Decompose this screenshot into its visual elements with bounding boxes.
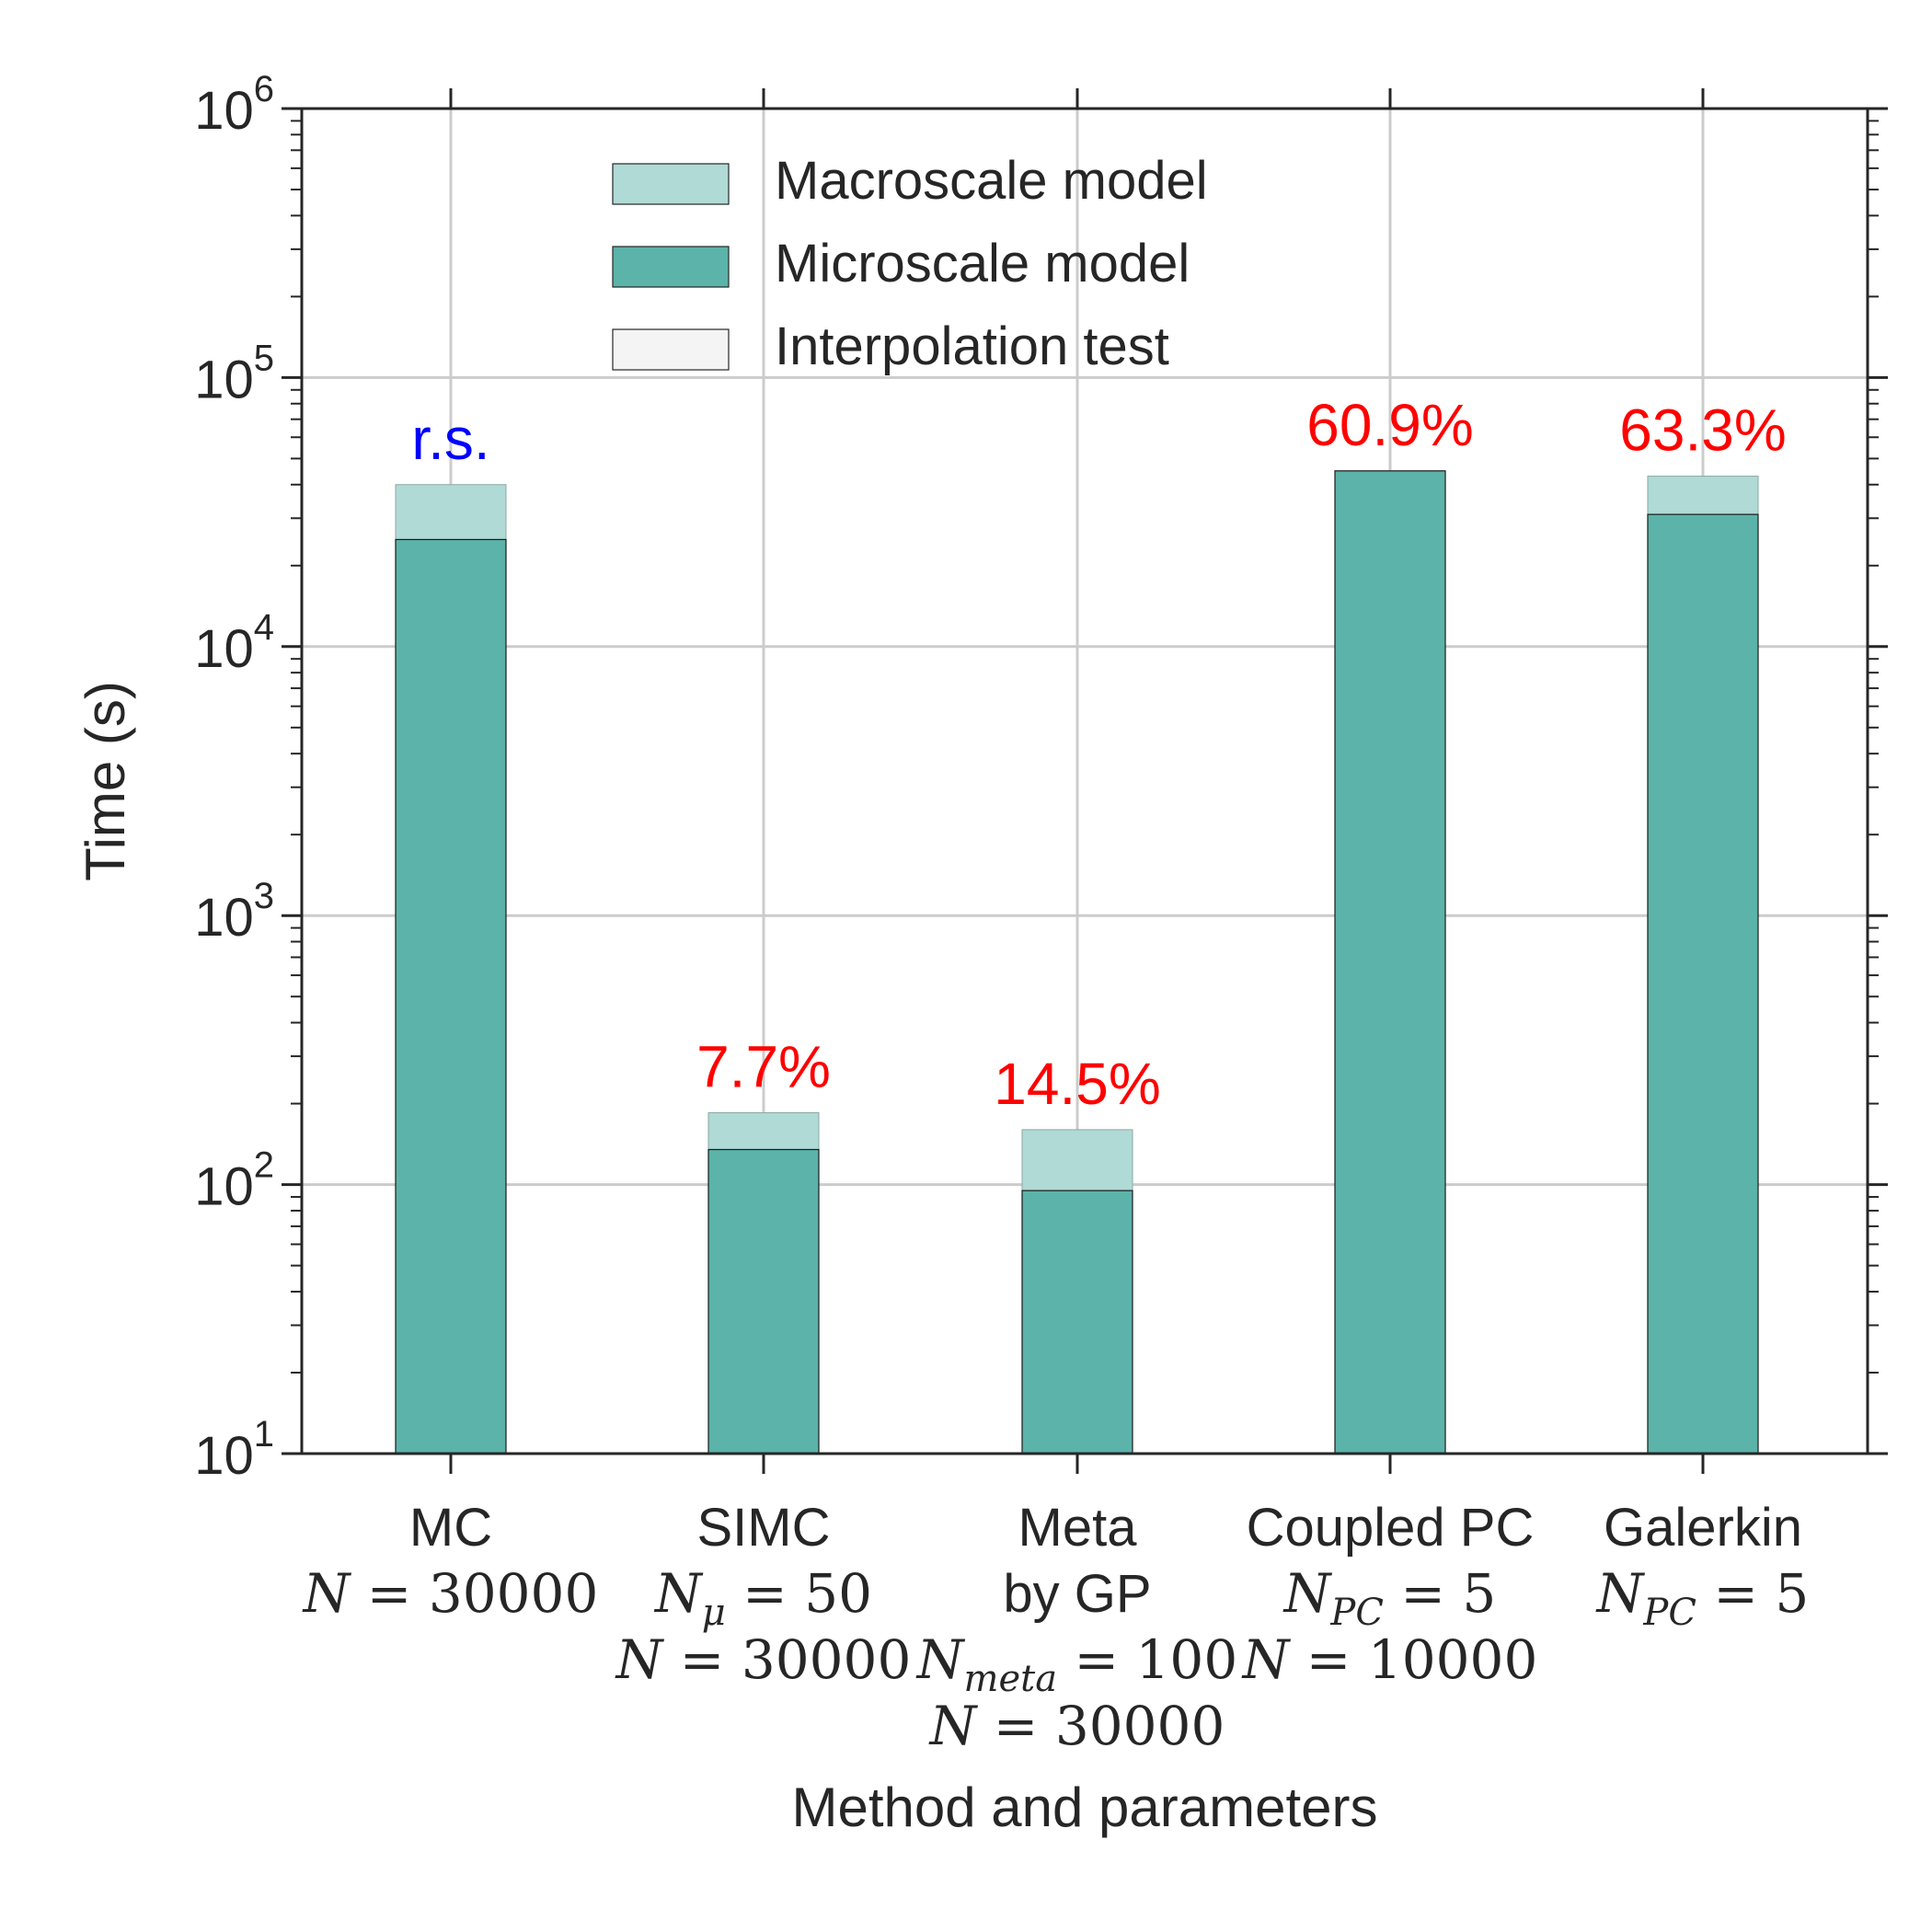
param-part: N [302,1562,352,1625]
axes [282,88,1888,1474]
legend: Macroscale model Microscale model Interpol… [612,151,1208,376]
legend-swatch [612,163,730,205]
y-tick-exponent: 1 [254,1414,274,1455]
param-part: PC [1329,1592,1384,1634]
bar-microscale [1021,1190,1133,1455]
y-tick-base: 10 [194,888,254,948]
bar-macroscale [395,484,507,540]
x-category-param: N = 10000 [1241,1628,1538,1691]
x-category-param: N = 30000 [928,1695,1225,1757]
y-tick-base: 10 [194,350,254,409]
param-part: = 10000 [1289,1628,1537,1691]
x-category-param: N = 30000 [615,1628,912,1691]
bar-microscale [1647,513,1759,1455]
bars [395,470,1759,1455]
bar-annotation: 60.9% [1306,392,1473,458]
param-part: = 50 [726,1562,872,1625]
param-part: = 5 [1696,1562,1809,1625]
param-part: = 100 [1057,1628,1237,1691]
bar-microscale [707,1148,820,1455]
bar-annotation: 7.7% [696,1033,831,1099]
x-category-label-line: by GP [1003,1564,1151,1624]
bar-macroscale [1021,1129,1133,1191]
x-category-label-line: Meta [1018,1498,1138,1558]
x-category-label-line: Coupled PC [1247,1498,1535,1558]
y-tick-base: 10 [194,619,254,679]
y-axis-title: Time (s) [75,681,136,881]
bar-annotation: 14.5% [994,1051,1160,1117]
param-part: N [1595,1562,1646,1625]
x-axis-title: Method and parameters [791,1777,1377,1838]
bar-macroscale [1647,476,1759,515]
y-tick-label: 105 [194,338,274,409]
legend-label: Microscale model [775,234,1190,293]
legend-swatch [612,246,730,288]
param-part: N [653,1562,704,1625]
x-category-param: Nmeta = 100 [915,1628,1237,1700]
y-tick-exponent: 4 [254,607,274,648]
y-tick-exponent: 2 [254,1145,274,1186]
labels: r.s.7.7% 14.5%60.9% 63.3%10110210310410510… [75,69,1809,1838]
param-part: μ [702,1592,726,1634]
legend-label: Interpolation test [775,316,1169,376]
y-tick-base: 10 [194,1426,254,1486]
param-part: N [1282,1562,1333,1625]
x-category-label: Galerkin [1604,1498,1802,1558]
bar-microscale [1334,470,1446,1455]
x-category-label: Meta by GP [1003,1498,1151,1624]
param-part: = 5 [1384,1562,1496,1625]
x-category-param: NPC = 5 [1595,1562,1810,1634]
param-part: PC [1642,1592,1696,1634]
x-category-label-line: SIMC [697,1498,831,1558]
param-part: = 30000 [976,1695,1225,1757]
y-tick-exponent: 3 [254,876,274,916]
legend-swatch [612,328,730,371]
x-category-label: Coupled PC [1247,1498,1535,1558]
param-part: N [615,1628,665,1691]
y-tick-exponent: 6 [254,69,274,109]
param-part: = 30000 [662,1628,911,1691]
y-tick-label: 104 [194,607,274,679]
param-part: = 30000 [350,1562,598,1625]
bar-macroscale [707,1111,820,1150]
y-tick-label: 101 [194,1414,274,1486]
y-tick-base: 10 [194,1157,254,1217]
x-category-label-line: Galerkin [1604,1498,1802,1558]
y-tick-label: 103 [194,876,274,948]
y-tick-exponent: 5 [254,338,274,378]
bar-annotation: r.s. [411,406,489,472]
bar-annotation: 63.3% [1619,397,1786,464]
x-category-param: NPC = 5 [1282,1562,1497,1634]
param-part: N [1241,1628,1292,1691]
y-tick-base: 10 [194,81,254,141]
param-part: N [915,1628,966,1691]
legend-label: Macroscale model [775,151,1208,211]
param-part: N [928,1695,979,1757]
y-tick-label: 106 [194,69,274,141]
bar-microscale [395,538,507,1455]
x-category-label: MC [409,1498,492,1558]
y-tick-label: 102 [194,1145,274,1217]
x-category-label-line: MC [409,1498,492,1558]
x-category-param: Nμ = 50 [653,1562,872,1634]
param-part: meta [964,1658,1058,1700]
x-category-param: N = 30000 [302,1562,599,1625]
x-category-label: SIMC [697,1498,831,1558]
